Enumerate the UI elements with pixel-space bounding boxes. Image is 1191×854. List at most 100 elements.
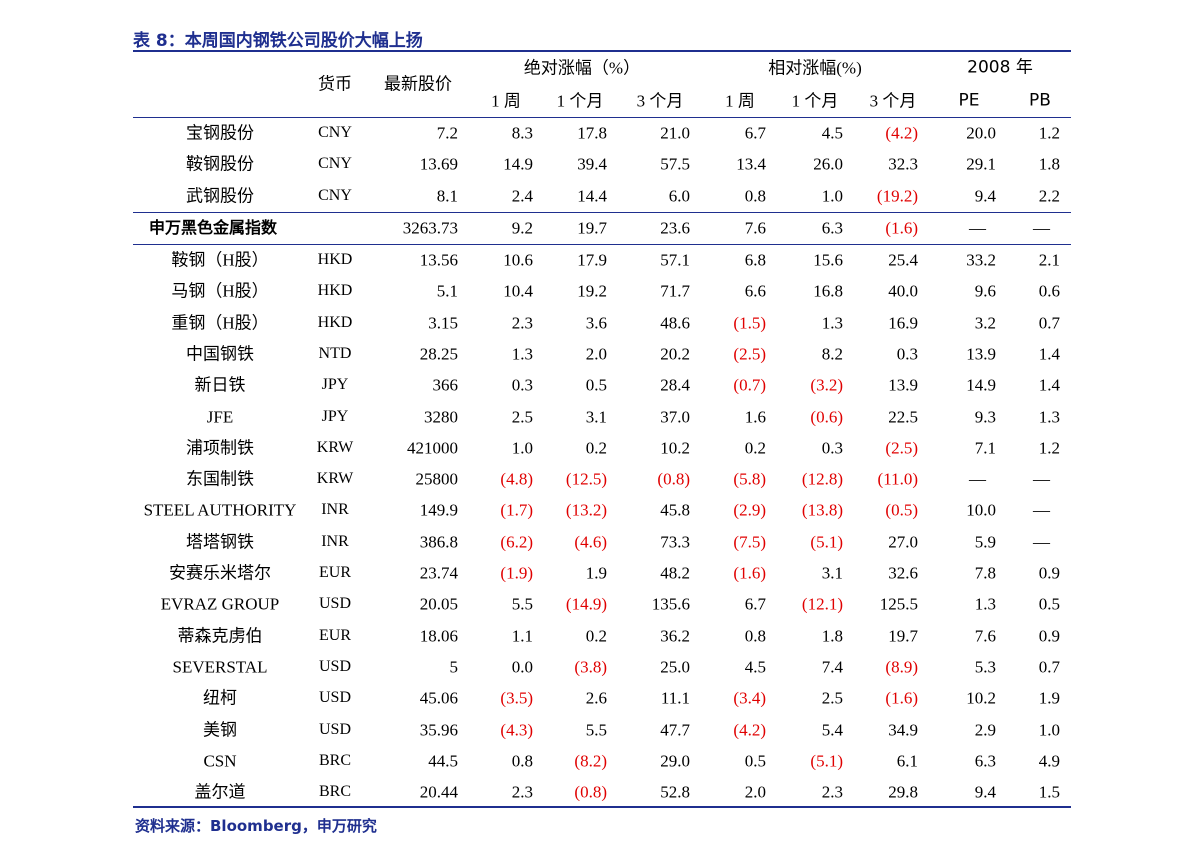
value-cell: 13.69: [419, 154, 458, 174]
value-cell: 2.0: [744, 782, 766, 802]
value-cell: 3.1: [585, 407, 607, 426]
value-cell: 0.8: [744, 186, 766, 206]
value-cell: 45.8: [660, 500, 690, 520]
value-cell: (0.6): [810, 407, 843, 426]
value-cell: 17.8: [577, 123, 607, 143]
value-cell: 0.9: [1038, 563, 1060, 583]
row-label: 盖尔道: [194, 782, 246, 802]
rule: [133, 212, 1071, 213]
value-cell: 3280: [424, 407, 458, 426]
value-cell: 0.5: [744, 751, 766, 771]
row-label: 蒂森克虏伯: [177, 626, 263, 646]
value-cell: (1.6): [885, 688, 918, 708]
value-cell: 37.0: [660, 407, 690, 426]
row-label: 鞍钢（H股）: [171, 250, 269, 270]
value-cell: 1.2: [1038, 123, 1060, 143]
value-cell: (0.8): [657, 469, 690, 489]
value-cell: 1.0: [821, 186, 843, 206]
currency-cell: EUR: [319, 626, 351, 644]
row-label: 鞍钢股份: [186, 154, 254, 174]
currency-cell: NTD: [318, 344, 352, 362]
currency-cell: CNY: [318, 186, 352, 204]
value-cell: 57.5: [660, 154, 690, 174]
value-cell: 0.5: [1038, 594, 1060, 614]
header-cell: 1 个月: [791, 91, 839, 111]
value-cell: (2.5): [885, 438, 918, 458]
value-cell: 16.9: [888, 313, 918, 333]
value-cell: (5.1): [810, 751, 843, 771]
value-cell: 7.6: [744, 218, 766, 238]
value-cell: 1.9: [1038, 688, 1060, 708]
value-cell: (5.8): [733, 469, 766, 489]
value-cell: (0.5): [885, 500, 918, 520]
value-cell: 48.2: [660, 563, 690, 583]
value-cell: 26.0: [813, 154, 843, 174]
value-cell: 7.1: [974, 438, 996, 458]
value-cell: 21.0: [660, 123, 690, 143]
value-cell: 20.05: [419, 594, 458, 614]
row-label: 武钢股份: [186, 186, 254, 206]
value-cell: 19.7: [888, 626, 918, 646]
value-cell: 0.0: [511, 657, 533, 677]
value-cell: (1.6): [733, 563, 766, 583]
value-cell: 366: [432, 375, 459, 395]
row-label: JFE: [206, 407, 234, 426]
value-cell: (7.5): [733, 532, 766, 552]
value-cell: 6.7: [744, 123, 766, 143]
value-cell: 57.1: [660, 250, 690, 270]
value-cell: (12.8): [801, 469, 843, 489]
value-cell: —: [969, 218, 986, 238]
currency-cell: EUR: [319, 564, 351, 581]
value-cell: (0.8): [574, 782, 607, 802]
value-cell: 9.2: [511, 218, 533, 238]
value-cell: 28.4: [660, 375, 690, 395]
row-label: STEEL AUTHORITY: [143, 500, 297, 520]
value-cell: 39.4: [577, 154, 607, 174]
value-cell: 5.9: [974, 532, 996, 552]
row-label: 美钢: [203, 720, 237, 739]
value-cell: 421000: [407, 438, 458, 458]
value-cell: 135.6: [651, 594, 690, 614]
value-cell: 13.9: [888, 375, 918, 395]
value-cell: 1.5: [1038, 782, 1060, 802]
value-cell: 1.1: [511, 626, 533, 646]
value-cell: 71.7: [660, 281, 690, 301]
value-cell: 11.1: [660, 688, 690, 708]
value-cell: 19.2: [577, 281, 607, 301]
value-cell: (4.2): [885, 123, 918, 143]
currency-cell: BRC: [318, 783, 352, 801]
currency-cell: USD: [318, 595, 352, 613]
value-cell: (8.9): [885, 657, 918, 677]
rule: [133, 806, 1071, 808]
header-cell: 1 个月: [556, 91, 604, 111]
value-cell: (3.5): [500, 688, 533, 708]
value-cell: 9.6: [974, 281, 996, 301]
value-cell: 9.4: [974, 782, 996, 802]
value-cell: (13.2): [565, 500, 607, 520]
header-cell: 相对涨幅(%): [768, 58, 862, 78]
value-cell: 25.0: [660, 657, 690, 677]
value-cell: 9.3: [974, 407, 996, 426]
value-cell: —: [1033, 218, 1050, 238]
value-cell: 0.7: [1038, 313, 1060, 333]
header-cell: PB: [1029, 90, 1051, 111]
value-cell: 52.8: [660, 782, 690, 802]
value-cell: 25.4: [888, 250, 918, 270]
value-cell: (4.3): [500, 720, 533, 739]
value-cell: 2.3: [511, 782, 533, 802]
value-cell: (11.0): [877, 469, 918, 489]
value-cell: (5.1): [810, 532, 843, 552]
value-cell: 3.6: [585, 313, 607, 333]
value-cell: 14.9: [966, 375, 996, 395]
value-cell: 29.8: [888, 782, 918, 802]
row-label: 东国制铁: [186, 469, 254, 489]
value-cell: 27.0: [888, 532, 918, 552]
row-label: 马钢（H股）: [171, 281, 269, 301]
value-cell: 3.2: [974, 313, 996, 333]
currency-cell: KRW: [316, 470, 354, 488]
value-cell: 0.2: [585, 438, 607, 458]
row-label: 浦项制铁: [186, 438, 254, 458]
value-cell: 1.4: [1038, 344, 1060, 364]
value-cell: (4.8): [500, 469, 533, 489]
